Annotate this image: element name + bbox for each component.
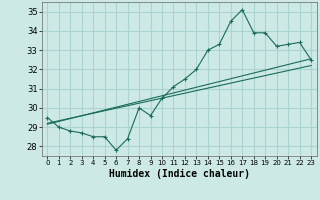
X-axis label: Humidex (Indice chaleur): Humidex (Indice chaleur) [109, 169, 250, 179]
